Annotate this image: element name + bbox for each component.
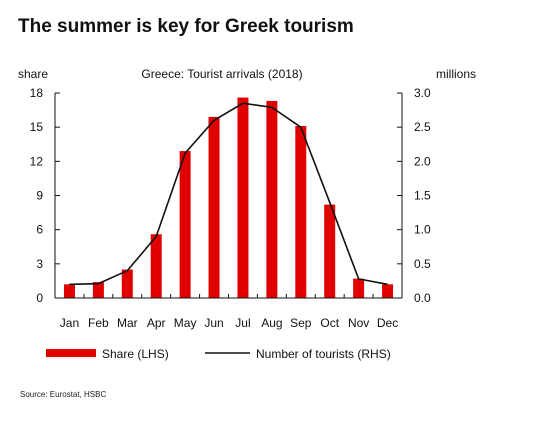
left-tick-label: 9 [36, 189, 43, 203]
x-tick-label-jan: Jan [60, 316, 79, 330]
bar-oct [324, 204, 336, 298]
right-tick-label: 2.0 [414, 154, 431, 168]
x-tick-label-mar: Mar [117, 316, 138, 330]
bar-feb [92, 282, 104, 298]
bar-sep [295, 126, 307, 298]
left-tick-label: 6 [36, 223, 43, 237]
bar-mar [121, 269, 133, 298]
left-tick-label: 18 [30, 86, 44, 100]
headline: The summer is key for Greek tourism [18, 16, 354, 37]
x-tick-label-nov: Nov [348, 316, 369, 330]
legend-label-tourists: Number of tourists (RHS) [256, 347, 391, 361]
left-tick-label: 3 [36, 257, 43, 271]
x-tick-label-jul: Jul [235, 316, 250, 330]
right-tick-label: 0.0 [414, 291, 431, 305]
x-tick-label-apr: Apr [147, 316, 166, 330]
x-tick-label-aug: Aug [261, 316, 282, 330]
legend-swatch-share [46, 349, 96, 357]
x-tick-label-jun: Jun [204, 316, 223, 330]
bar-dec [382, 284, 394, 298]
left-tick-label: 0 [36, 291, 43, 305]
legend: Share (LHS) Number of tourists (RHS) [46, 347, 391, 361]
left-axis-label: share [18, 67, 48, 81]
bar-nov [353, 278, 365, 298]
x-tick-label-feb: Feb [88, 316, 109, 330]
chart-title: Greece: Tourist arrivals (2018) [141, 67, 302, 81]
bar-aug [266, 100, 278, 298]
right-tick-label: 0.5 [414, 257, 431, 271]
right-tick-label: 3.0 [414, 86, 431, 100]
bar-jan [63, 284, 75, 298]
tourists-line [69, 102, 388, 286]
right-axis-label: millions [436, 67, 476, 81]
axes: 0 3 6 9 12 15 18 0.0 0.5 1.0 1.5 2.0 2.5 3.0 Jan Feb Mar… [30, 86, 431, 330]
bar-may [179, 151, 191, 298]
bar-apr [150, 234, 162, 298]
bar-series [63, 97, 394, 298]
bar-jun [208, 116, 220, 298]
x-tick-label-sep: Sep [290, 316, 312, 330]
x-tick-label-oct: Oct [320, 316, 339, 330]
legend-label-share: Share (LHS) [102, 347, 169, 361]
left-tick-label: 15 [30, 120, 44, 134]
source-note: Source: Eurostat, HSBC [20, 390, 106, 399]
bar-jul [237, 97, 249, 298]
right-tick-label: 1.5 [414, 189, 431, 203]
left-tick-label: 12 [30, 154, 44, 168]
x-tick-label-dec: Dec [377, 316, 398, 330]
right-tick-label: 1.0 [414, 223, 431, 237]
line-series [69, 102, 388, 286]
x-tick-label-may: May [174, 316, 197, 330]
right-tick-label: 2.5 [414, 120, 431, 134]
